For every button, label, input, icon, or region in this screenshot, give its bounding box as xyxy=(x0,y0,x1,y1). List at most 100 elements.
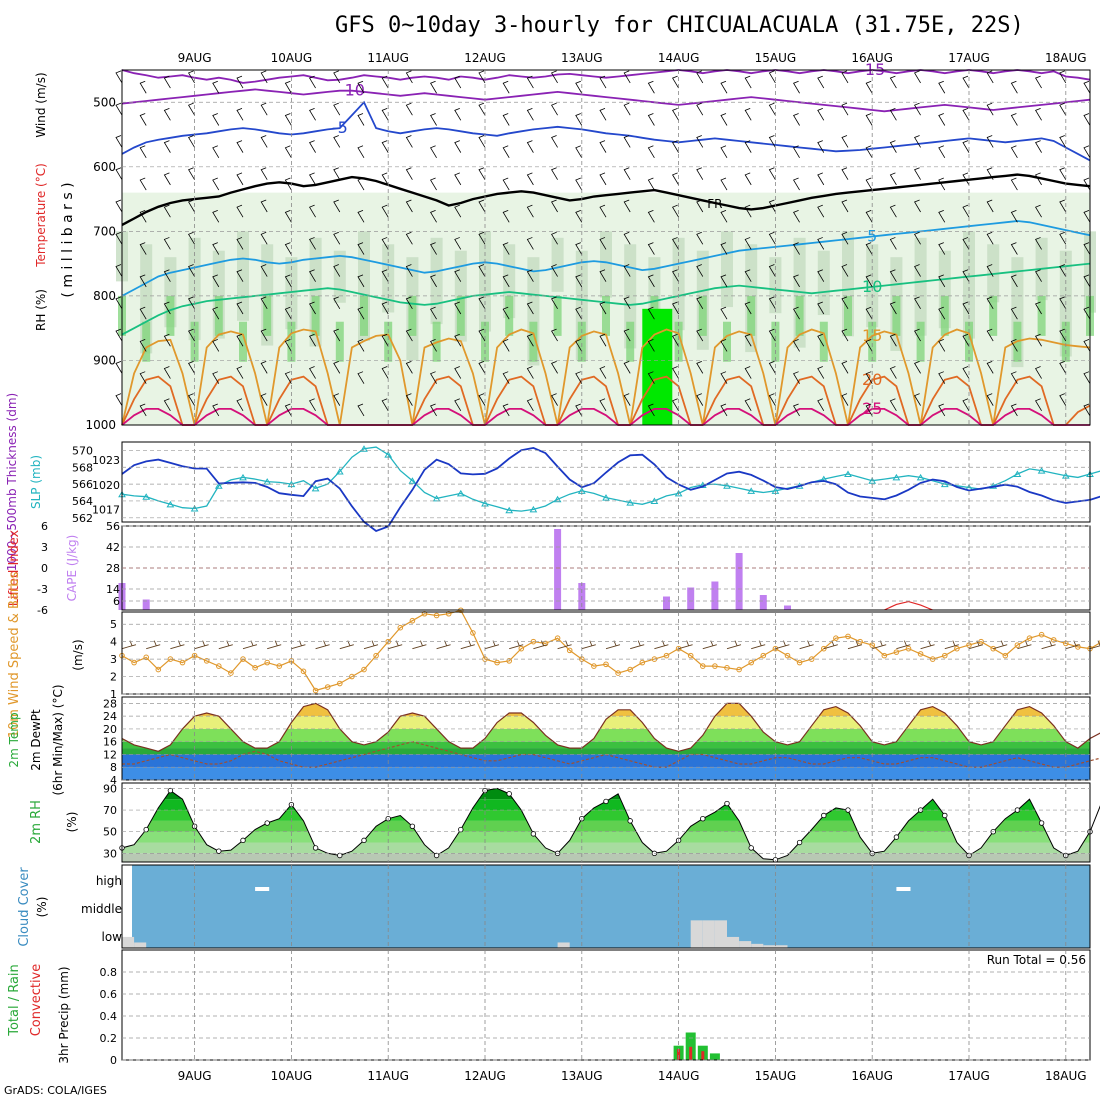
rh-tick-label: 30 xyxy=(103,847,117,860)
wind-barb-icon xyxy=(284,145,292,158)
cloud-level-label: middle xyxy=(81,902,122,916)
wind-barb-icon xyxy=(1010,242,1018,255)
wind-barb-icon xyxy=(284,339,292,352)
wind-barb-icon xyxy=(163,366,171,379)
wind-barb-icon xyxy=(333,102,341,116)
precip-tick-label: 0 xyxy=(110,1054,117,1067)
wind-barb-icon xyxy=(115,102,123,116)
wind-barb-icon xyxy=(381,140,389,153)
lifted-index-tick-label: -3 xyxy=(37,583,48,596)
lifted-index-axis-label: Lifted Index xyxy=(7,529,22,606)
total-rain-axis-label: Total / Rain xyxy=(7,964,22,1037)
wind-speed-point xyxy=(603,661,609,668)
rh-point xyxy=(893,834,900,840)
dewpt-axis-label: 2m DewPt xyxy=(29,709,43,771)
rh-shade xyxy=(600,231,612,298)
temp-tick-label: 20 xyxy=(103,723,117,736)
wind-barb-icon xyxy=(309,333,316,347)
wind-barb-icon xyxy=(139,403,147,417)
wind-barb-icon xyxy=(502,242,510,255)
wind-barb-icon xyxy=(623,70,631,84)
wind-barb-icon xyxy=(1059,264,1067,277)
wind-barb-icon xyxy=(212,274,220,288)
rh-point xyxy=(1038,820,1045,826)
wind-barb-icon xyxy=(454,269,462,282)
bottom-day-label: 14AUG xyxy=(658,1069,700,1083)
top-day-label: 9AUG xyxy=(178,51,212,65)
wind-barb-icon xyxy=(260,102,268,116)
wind-barb-icon xyxy=(817,75,825,89)
rh-shade xyxy=(672,237,685,331)
rh-point xyxy=(337,852,343,859)
convective-axis-label: Convective xyxy=(29,964,44,1037)
thickness-point xyxy=(360,445,368,452)
wind-barb-icon xyxy=(309,140,316,153)
wind-speed-point xyxy=(1002,652,1009,659)
wind-barb-icon xyxy=(405,135,413,148)
wind-barb-icon xyxy=(599,301,607,315)
wind-barb-icon xyxy=(768,328,776,342)
wind-barb-icon xyxy=(647,306,655,320)
precip-bar xyxy=(685,1032,696,1060)
rh-shade xyxy=(866,244,879,328)
wind-barb-icon xyxy=(1010,306,1018,320)
wind-barb-icon xyxy=(768,231,776,245)
wind-barb-icon xyxy=(163,237,171,250)
wind-barb-icon xyxy=(889,140,897,153)
wind-speed-point xyxy=(554,635,561,641)
wind-speed-point xyxy=(397,624,404,631)
lifted-index-tick-label: 0 xyxy=(41,562,48,575)
wind-barb-icon xyxy=(163,301,171,315)
wind-barb-icon xyxy=(720,113,728,126)
chart-title: GFS 0~10day 3-hourly for CHICUALACUALA (… xyxy=(335,13,1024,38)
wind-barb-icon xyxy=(720,145,728,158)
rh-shade xyxy=(1061,321,1070,362)
wind-barb-icon xyxy=(841,328,849,342)
wind-barb-icon xyxy=(139,274,147,288)
wind-barb-icon xyxy=(260,70,268,84)
convective-bar xyxy=(689,1046,693,1060)
wind-barb-icon xyxy=(115,328,123,342)
wind-barb-icon xyxy=(430,306,437,320)
wind-barb-icon xyxy=(139,339,147,352)
wind-barb-icon xyxy=(865,306,873,320)
wind-barb-icon xyxy=(599,204,607,218)
wind-barb-icon xyxy=(1035,398,1042,412)
temp-band xyxy=(122,697,1090,703)
wind-barb-icon xyxy=(938,209,946,223)
wind-barb-icon xyxy=(333,264,341,277)
wind-barb-icon xyxy=(647,274,655,288)
wind-barb-icon xyxy=(986,167,994,180)
wind-barb-icon xyxy=(720,403,728,417)
bottom-day-label: 12AUG xyxy=(464,1069,506,1083)
wind-speed-point xyxy=(337,680,343,687)
wind-barb-icon xyxy=(405,102,413,116)
bottom-day-label: 18AUG xyxy=(1045,1069,1087,1083)
top-day-label: 10AUG xyxy=(271,51,313,65)
wind-barb-icon xyxy=(236,140,244,153)
wind-barb-icon xyxy=(889,398,897,412)
cape-bar xyxy=(687,587,695,610)
wind-speed-point xyxy=(264,659,271,666)
wind-barb-icon xyxy=(526,366,534,379)
wind-barb-icon xyxy=(720,177,728,191)
rh-shade xyxy=(214,295,223,336)
isotherm-label: -5 xyxy=(332,118,348,137)
wind-barb-icon xyxy=(623,167,631,180)
isotherm-line xyxy=(121,220,1091,297)
wind-speed-point xyxy=(216,663,222,669)
wind-barb-icon xyxy=(793,242,800,255)
wind-barb-icon xyxy=(236,75,244,89)
wind-barb-icon xyxy=(647,209,655,223)
wind-barb-icon xyxy=(502,113,510,126)
thickness-point xyxy=(892,473,901,481)
low-cloud-bar xyxy=(763,945,776,948)
cape-bar xyxy=(759,595,767,610)
wind-speed-point xyxy=(143,654,149,661)
wind-speed-point xyxy=(917,651,924,657)
wind-speed-point xyxy=(881,652,888,659)
thickness-point xyxy=(190,505,199,512)
wind-barb-icon xyxy=(188,199,195,213)
wind-speed-point xyxy=(845,633,851,640)
thickness-point xyxy=(868,477,877,484)
